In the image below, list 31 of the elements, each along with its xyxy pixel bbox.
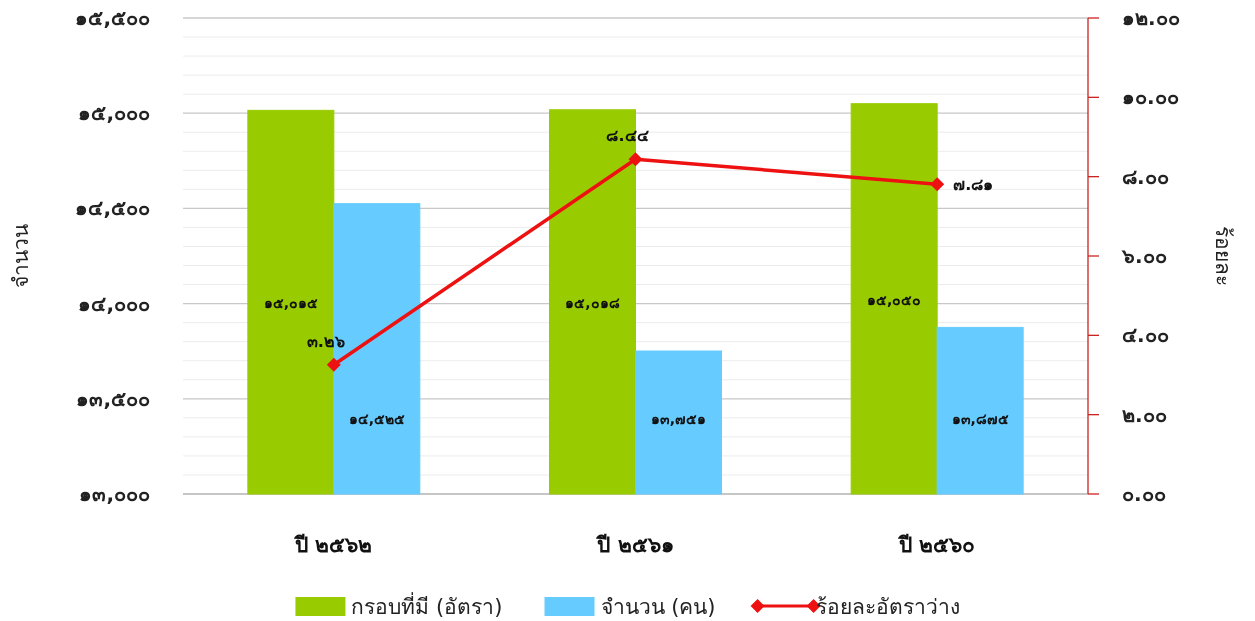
y-tick-label: ๑๓,๕๐๐ — [76, 386, 150, 411]
data-label: ๑๕,๐๑๘ — [565, 294, 620, 311]
legend-label: ร้อยละอัตราว่าง — [815, 595, 960, 619]
y-tick-label: ๑๕,๕๐๐ — [75, 6, 150, 30]
legend-label: กรอบที่มี (อัตรา) — [351, 592, 503, 619]
y2-tick-label: ๒.๐๐ — [1122, 402, 1167, 427]
y2-tick-label: ๑๐.๐๐ — [1122, 85, 1179, 110]
x-tick-label: ปี ๒๕๖๒ — [293, 533, 373, 557]
data-label: ๗.๘๑ — [953, 175, 994, 195]
point — [326, 357, 341, 372]
data-label: ๑๓,๗๕๑ — [650, 410, 707, 427]
data-label: ๑๕,๐๑๕ — [263, 295, 318, 312]
y2-tick-label: ๘.๐๐ — [1122, 164, 1169, 189]
y2-tick-label: ๐.๐๐ — [1122, 482, 1166, 506]
data-label: ๑๕,๐๕๐ — [867, 291, 922, 308]
y-tick-label: ๑๔,๐๐๐ — [78, 291, 150, 316]
y2-tick-label: ๔.๐๐ — [1122, 323, 1169, 348]
legend-label: จำนวน (คน) — [600, 595, 716, 619]
data-label: ๑๓,๘๗๕ — [951, 410, 1009, 427]
y-tick-label: ๑๓,๐๐๐ — [79, 482, 150, 506]
y-axis-title: จำนวน — [9, 224, 33, 288]
y2-tick-label: ๑๒.๐๐ — [1122, 6, 1180, 30]
y-tick-label: ๑๔,๕๐๐ — [75, 196, 150, 221]
x-tick-label: ปี ๒๕๖๑ — [595, 533, 674, 557]
x-tick-label: ปี ๒๕๖๐ — [897, 533, 976, 557]
y2-tick-label: ๖.๐๐ — [1121, 244, 1167, 268]
point — [930, 177, 945, 192]
y2-axis-title: ร้อยละ — [1211, 226, 1235, 286]
y-tick-label: ๑๕,๐๐๐ — [78, 101, 150, 126]
data-label: ๑๔,๕๒๕ — [348, 410, 405, 427]
point — [628, 152, 643, 167]
